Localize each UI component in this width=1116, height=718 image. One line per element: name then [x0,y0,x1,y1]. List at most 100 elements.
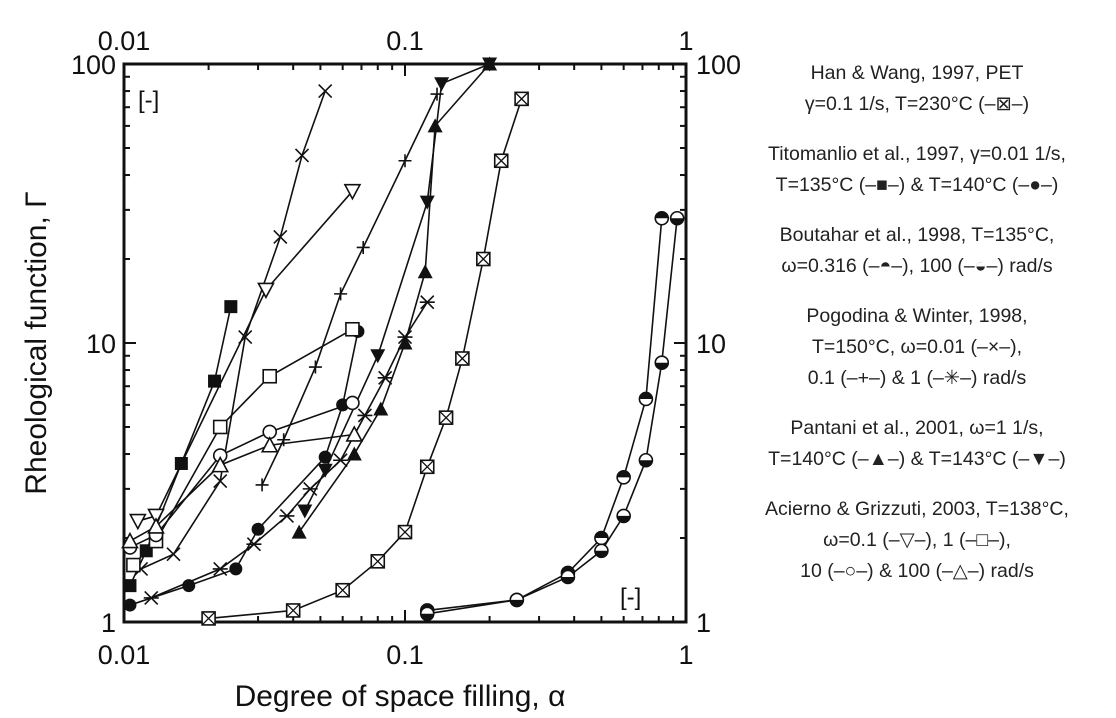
data-point [294,148,310,163]
series-open-triangle-up [121,425,364,549]
data-point [334,287,348,301]
data-point [345,321,360,337]
data-point [434,77,450,92]
legend-entry-line: ω=0.1 (–▽–), 1 (–□–), [823,529,1011,551]
data-point [493,153,509,169]
legend-entry: Boutahar et al., 1998, T=135°C, ω=0.316 (… [722,220,1112,282]
data-point [229,562,243,576]
data-point [357,408,373,423]
data-point [616,470,631,485]
legend-entry-line: γ=0.1 1/s, T=230°C (–⊠–) [804,93,1030,115]
data-point [419,295,435,310]
data-point [201,611,216,626]
data-point [514,91,529,107]
x-tick-label-top: 0.01 [98,26,151,56]
data-point [224,300,238,314]
data-point [333,453,349,468]
x-axis-title: Degree of space filling, α [235,680,566,713]
data-point [291,524,307,539]
data-point [147,508,165,526]
data-point [427,118,443,133]
data-point [335,582,350,598]
data-point [255,478,269,492]
y-tick-label-right: 100 [696,50,741,80]
data-point [318,83,333,99]
series-line [137,190,354,522]
series-line [208,98,523,620]
data-point [509,592,525,608]
data-point [654,210,670,226]
data-point [213,473,228,489]
data-point [419,606,435,622]
series-plus [255,87,444,492]
data-point [346,446,362,461]
data-point [482,57,498,72]
data-point [345,425,364,442]
series-x [133,83,333,576]
x-unit-label: [-] [620,584,641,611]
y-tick-label-right: 10 [696,329,726,359]
y-tick-label-right: 1 [696,608,711,638]
legend-entry: Pantani et al., 2001, ω=1 1/s, T=140°C (–… [722,413,1112,475]
data-point [128,513,147,531]
data-point [257,282,275,300]
series-filled-triangle-up [291,56,498,539]
data-series [121,56,685,626]
data-point [285,603,301,618]
legend-entry-line: 0.1 (–+–) & 1 (–✳–) rad/s [807,367,1027,389]
data-point [182,579,196,593]
series-filled-triangle-down [297,57,498,519]
series-half-top [419,210,670,618]
series-line [132,328,353,566]
data-point [638,452,654,468]
legend-entry-line: Pantani et al., 2001, ω=1 1/s, [790,417,1044,439]
x-tick-label-top: 1 [678,26,693,56]
data-point [560,569,576,585]
series-line [304,63,490,512]
data-point [430,87,444,101]
data-point [279,508,295,523]
data-point [143,590,159,605]
data-point [438,410,454,425]
legend: Han & Wang, 1997, PET γ=0.1 1/s, T=230°C … [722,58,1112,606]
legend-entry: Titomanlio et al., 1997, γ=0.01 1/s, T=13… [722,139,1112,201]
data-point [260,436,279,453]
data-point [121,531,139,549]
series-line [427,218,678,615]
y-tick-label-left: 100 [71,50,116,80]
data-point [212,419,228,435]
series-line [427,218,663,612]
data-point [212,561,228,576]
data-point [343,183,362,201]
data-point [308,360,322,374]
legend-entry: Han & Wang, 1997, PET γ=0.1 1/s, T=230°C … [722,58,1112,120]
data-point [147,517,165,534]
data-point [417,264,433,279]
data-point [669,210,685,226]
series-line [261,93,438,486]
data-point [638,391,654,407]
data-point [123,598,137,612]
data-point [419,459,435,475]
data-point [262,368,278,384]
legend-entry-line: T=135°C (–■–) & T=140°C (–●–) [775,174,1059,196]
data-point [123,579,137,593]
series-half-bottom [419,210,685,622]
y-unit-label: [-] [138,87,159,114]
data-point [318,450,332,464]
legend-entry-line: Pogodina & Winter, 1998, [806,305,1028,327]
data-point [373,401,389,416]
legend-entry: Pogodina & Winter, 1998, T=150°C, ω=0.01 … [722,301,1112,394]
data-point [476,251,491,267]
data-point [370,349,386,364]
data-point [251,522,265,536]
data-point [208,374,222,388]
legend-entry-line: T=140°C (–▲–) & T=143°C (–▼–) [768,448,1066,470]
data-point [594,543,609,559]
legend-entry-line: ω=0.316 (–◓–), 100 (–◒–) rad/s [781,255,1053,277]
data-point [345,395,360,411]
data-point [377,370,393,385]
series-line [129,402,353,549]
